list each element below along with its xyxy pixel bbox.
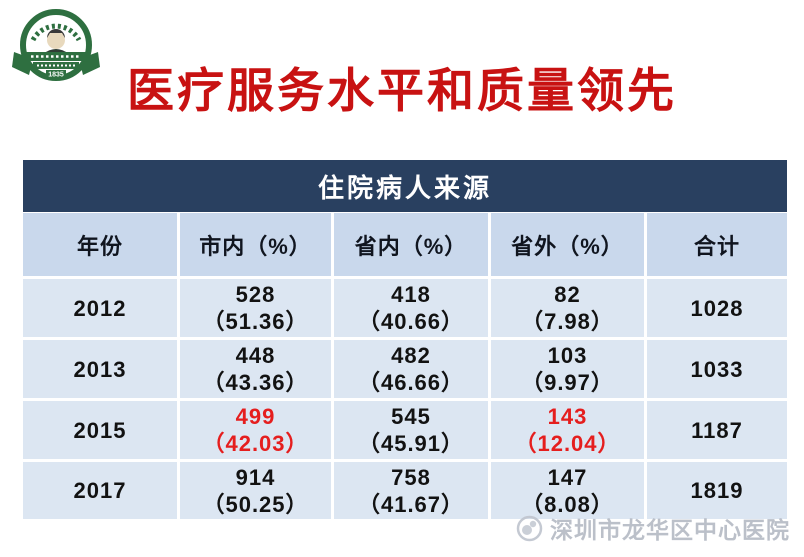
percent: （45.91）	[357, 431, 465, 456]
row-2017-city: 914 （50.25）	[180, 462, 331, 519]
logo-year: 1835	[48, 72, 64, 79]
value: 499	[235, 404, 276, 429]
value: 758	[391, 464, 431, 490]
row-2012-outside: 82 （7.98）	[491, 279, 644, 337]
percent: （8.08）	[521, 491, 614, 517]
row-2015-outside-highlighted: 143 （12.04）	[491, 401, 644, 459]
row-2017-total: 1819	[647, 462, 787, 519]
value: 528	[235, 282, 276, 307]
logo-arc-text	[30, 23, 82, 42]
value: 418	[391, 282, 431, 307]
row-2015-province: 545 （45.91）	[334, 401, 488, 459]
value: 82	[554, 282, 581, 307]
row-2012-city: 528 （51.36）	[180, 279, 331, 337]
value: 143	[547, 404, 588, 429]
percent: （41.67）	[357, 491, 465, 517]
col-header-outside: 省外（%）	[491, 213, 644, 276]
col-header-year: 年份	[23, 213, 177, 276]
percent: （50.25）	[202, 491, 309, 517]
percent: （40.66）	[357, 309, 465, 334]
logo-portrait-head	[47, 31, 65, 49]
row-2017-year: 2017	[23, 462, 177, 519]
percent: （42.03）	[202, 431, 309, 456]
percent: （51.36）	[202, 309, 309, 334]
value: 448	[235, 343, 276, 368]
row-2012-year: 2012	[23, 279, 177, 337]
row-2013-outside: 103 （9.97）	[491, 340, 644, 398]
percent: （12.04）	[514, 431, 621, 456]
row-2015-year: 2015	[23, 401, 177, 459]
percent: （46.66）	[357, 370, 465, 395]
row-2013-province: 482 （46.66）	[334, 340, 488, 398]
col-header-city: 市内（%）	[180, 213, 331, 276]
table-grid: 年份 市内（%） 省内（%） 省外（%） 合计 2012 528 （51.36）…	[23, 213, 787, 519]
value: 482	[391, 343, 431, 368]
row-2013-total: 1033	[647, 340, 787, 398]
value: 914	[235, 464, 276, 490]
slide-title: 医疗服务水平和质量领先	[127, 64, 677, 117]
row-2015-total: 1187	[647, 401, 787, 459]
watermark-text: 深圳市龙华区中心医院	[550, 517, 790, 543]
hospital-logo: 1835	[12, 9, 100, 81]
row-2012-total: 1028	[647, 279, 787, 337]
patient-source-table: 住院病人来源 年份 市内（%） 省内（%） 省外（%） 合计 2012 528 …	[23, 160, 787, 519]
row-2013-year: 2013	[23, 340, 177, 398]
percent: （7.98）	[521, 309, 614, 334]
table-title: 住院病人来源	[23, 160, 787, 212]
logo-year-plate	[46, 70, 66, 78]
row-2013-city: 448 （43.36）	[180, 340, 331, 398]
watermark-logo-icon	[516, 515, 543, 541]
row-2017-outside: 147 （8.08）	[491, 462, 644, 519]
value: 103	[547, 343, 588, 368]
col-header-province: 省内（%）	[334, 213, 488, 276]
logo-ribbon-band-2	[33, 62, 79, 69]
row-2012-province: 418 （40.66）	[334, 279, 488, 337]
row-2015-city-highlighted: 499 （42.03）	[180, 401, 331, 459]
value: 147	[547, 464, 588, 490]
logo-portrait-hair	[47, 29, 65, 38]
row-2017-province: 758 （41.67）	[334, 462, 488, 519]
watermark: 深圳市龙华区中心医院	[516, 511, 790, 545]
col-header-total: 合计	[647, 213, 787, 276]
percent: （43.36）	[202, 370, 309, 395]
value: 545	[391, 404, 431, 429]
percent: （9.97）	[521, 370, 614, 395]
